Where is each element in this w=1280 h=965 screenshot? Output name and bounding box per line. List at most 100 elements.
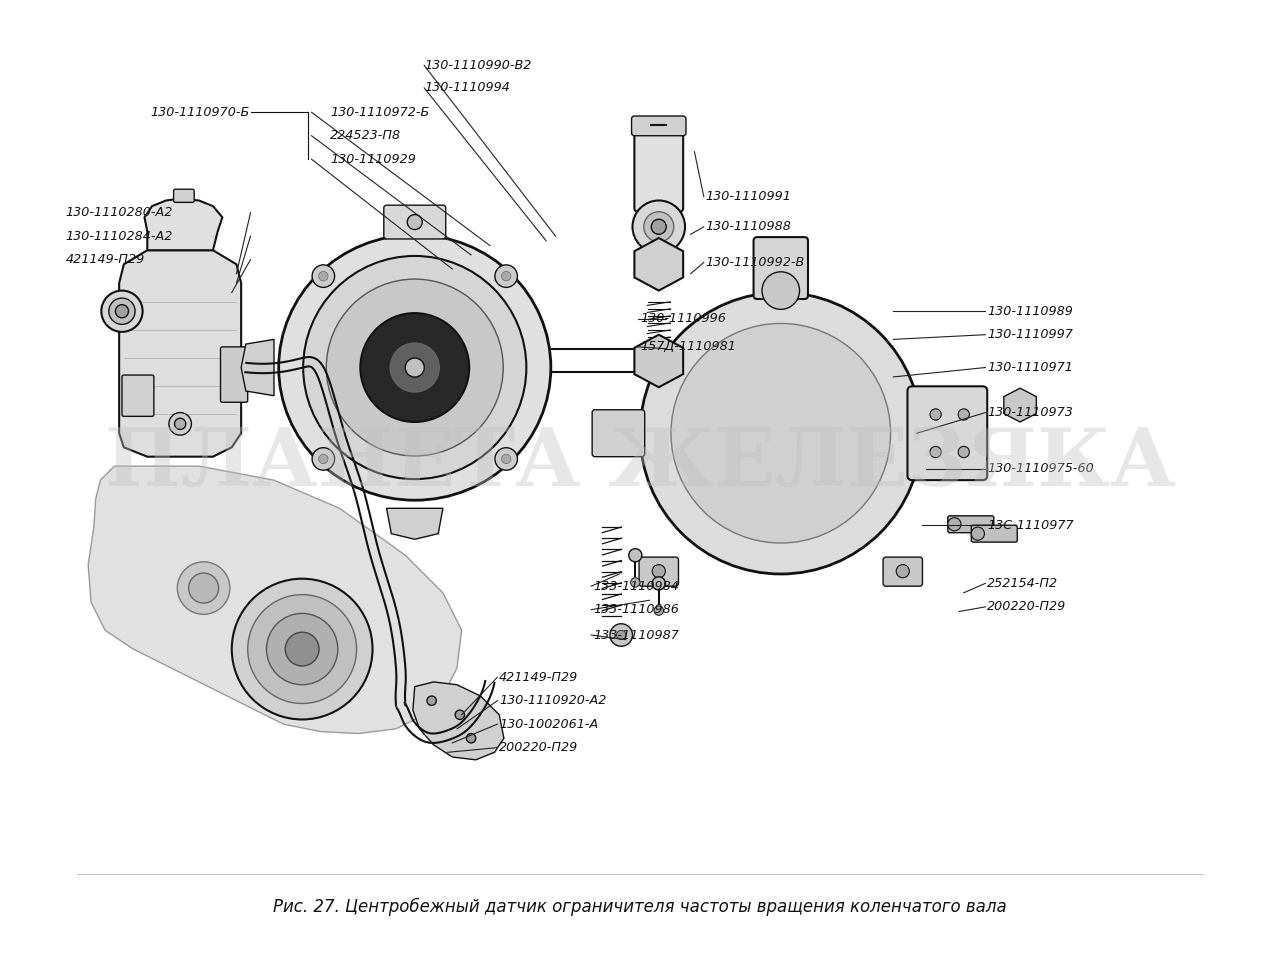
Text: 13С-1110977: 13С-1110977	[987, 519, 1074, 532]
Text: 224523-П8: 224523-П8	[330, 129, 402, 142]
Polygon shape	[635, 335, 684, 387]
Circle shape	[495, 448, 517, 470]
Circle shape	[644, 211, 673, 242]
Circle shape	[178, 562, 230, 615]
Text: 130-1110970-Б: 130-1110970-Б	[150, 106, 250, 119]
Text: 157Д-1110981: 157Д-1110981	[640, 341, 736, 353]
Text: 252154-П2: 252154-П2	[987, 577, 1059, 590]
Circle shape	[303, 256, 526, 479]
Text: 133-1110987: 133-1110987	[593, 628, 678, 642]
Circle shape	[312, 448, 334, 470]
Ellipse shape	[279, 234, 550, 500]
Text: 130-1110973: 130-1110973	[987, 406, 1073, 419]
Text: 133-1110984: 133-1110984	[593, 580, 678, 593]
Circle shape	[671, 323, 891, 543]
Circle shape	[611, 623, 632, 647]
Circle shape	[653, 577, 666, 590]
Circle shape	[326, 279, 503, 456]
Text: 130-1110975-60: 130-1110975-60	[987, 462, 1094, 476]
Circle shape	[502, 271, 511, 281]
Circle shape	[428, 696, 436, 705]
Circle shape	[617, 630, 626, 640]
Text: 130-1110994: 130-1110994	[424, 81, 509, 95]
Polygon shape	[387, 509, 443, 539]
Text: 421149-П29: 421149-П29	[65, 253, 145, 266]
Circle shape	[652, 219, 667, 234]
FancyBboxPatch shape	[635, 124, 684, 211]
Circle shape	[101, 290, 142, 332]
Text: 130-1110971: 130-1110971	[987, 361, 1073, 374]
Polygon shape	[413, 682, 504, 759]
Circle shape	[406, 358, 424, 377]
Polygon shape	[635, 238, 684, 290]
FancyBboxPatch shape	[972, 525, 1018, 542]
FancyBboxPatch shape	[122, 375, 154, 416]
Circle shape	[959, 409, 969, 420]
Circle shape	[285, 632, 319, 666]
Circle shape	[628, 549, 641, 562]
Text: 130-1110972-Б: 130-1110972-Б	[330, 106, 430, 119]
Text: 200220-П29: 200220-П29	[499, 741, 579, 754]
Polygon shape	[1004, 388, 1037, 422]
Circle shape	[502, 455, 511, 463]
Circle shape	[319, 271, 328, 281]
Circle shape	[361, 313, 470, 422]
Circle shape	[640, 292, 922, 574]
Polygon shape	[145, 199, 223, 250]
Circle shape	[248, 594, 357, 703]
Circle shape	[972, 527, 984, 540]
Circle shape	[653, 565, 666, 578]
Text: 133-1110986: 133-1110986	[593, 603, 678, 617]
FancyBboxPatch shape	[631, 116, 686, 136]
Circle shape	[390, 343, 439, 392]
Circle shape	[654, 606, 663, 616]
Text: 200220-П29: 200220-П29	[987, 600, 1066, 614]
Circle shape	[896, 565, 909, 578]
FancyBboxPatch shape	[384, 206, 445, 239]
Circle shape	[959, 447, 969, 457]
FancyBboxPatch shape	[883, 557, 923, 586]
Text: 130-1110989: 130-1110989	[987, 305, 1073, 317]
Text: 130-1110284-А2: 130-1110284-А2	[65, 230, 173, 242]
Circle shape	[312, 264, 334, 288]
Polygon shape	[241, 340, 274, 396]
Polygon shape	[88, 466, 462, 733]
Text: 130-1110280-А2: 130-1110280-А2	[65, 207, 173, 219]
Circle shape	[407, 214, 422, 230]
Polygon shape	[119, 250, 241, 456]
Circle shape	[319, 455, 328, 463]
Text: Рис. 27. Центробежный датчик ограничителя частоты вращения коленчатого вала: Рис. 27. Центробежный датчик ограничител…	[273, 898, 1007, 917]
Circle shape	[632, 201, 685, 253]
Text: 421149-П29: 421149-П29	[499, 671, 579, 684]
Text: 130-1110991: 130-1110991	[705, 190, 791, 204]
Circle shape	[188, 573, 219, 603]
Text: 130-1110997: 130-1110997	[987, 328, 1073, 342]
Circle shape	[232, 579, 372, 720]
Text: 130-1002061-А: 130-1002061-А	[499, 718, 599, 731]
Circle shape	[169, 413, 192, 435]
Text: 130-1110996: 130-1110996	[640, 313, 726, 325]
Circle shape	[495, 264, 517, 288]
FancyBboxPatch shape	[174, 189, 195, 203]
Circle shape	[174, 418, 186, 429]
Text: 130-1110920-А2: 130-1110920-А2	[499, 694, 607, 707]
Circle shape	[947, 517, 961, 531]
Text: 130-1110929: 130-1110929	[330, 152, 416, 166]
Text: ПЛАНЕТА ЖЕЛЕЗЯКА: ПЛАНЕТА ЖЕЛЕЗЯКА	[105, 426, 1175, 504]
FancyBboxPatch shape	[947, 516, 993, 533]
FancyBboxPatch shape	[908, 386, 987, 481]
Circle shape	[115, 305, 128, 317]
Circle shape	[631, 578, 640, 587]
FancyBboxPatch shape	[639, 557, 678, 586]
Text: 130-1110990-В2: 130-1110990-В2	[424, 59, 531, 71]
Text: 130-1110992-В: 130-1110992-В	[705, 256, 805, 269]
Circle shape	[266, 614, 338, 685]
Circle shape	[931, 447, 941, 457]
Circle shape	[931, 409, 941, 420]
FancyBboxPatch shape	[754, 237, 808, 299]
FancyBboxPatch shape	[220, 346, 248, 402]
Circle shape	[466, 733, 476, 743]
Circle shape	[456, 710, 465, 720]
Text: 130-1110988: 130-1110988	[705, 220, 791, 234]
Circle shape	[109, 298, 136, 324]
